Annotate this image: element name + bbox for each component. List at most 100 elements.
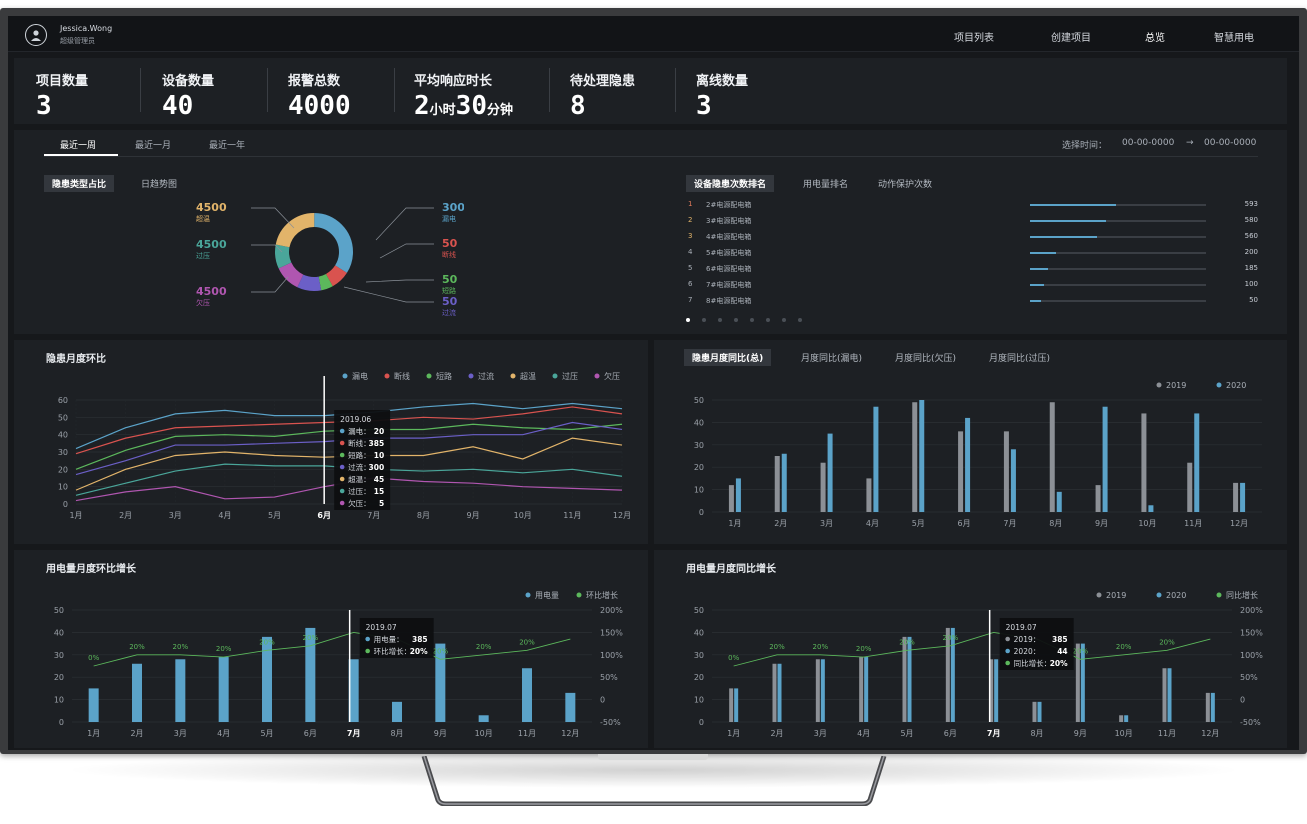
time-from[interactable]: 00-00-0000: [1122, 138, 1175, 148]
donut-slice: [275, 213, 353, 291]
pager-dot[interactable]: [782, 318, 786, 322]
x-tick-label: 6月: [304, 729, 317, 738]
x-tick-label: 5月: [260, 729, 273, 738]
tooltip-dot: [339, 488, 345, 494]
list-item[interactable]: 1 2#电源配电箱 593: [686, 200, 1266, 212]
tab-last-month[interactable]: 最近一月: [135, 141, 172, 151]
growth-line: [733, 631, 1211, 667]
pager-dot[interactable]: [718, 318, 722, 322]
rank-value: 200: [1244, 248, 1258, 256]
bar-用电量: [88, 688, 99, 722]
nav-smart-power[interactable]: 智慧用电: [1214, 33, 1254, 44]
tooltip-key: 同比增长：: [1014, 658, 1052, 668]
donut-leader-line: [251, 207, 295, 229]
device-name: 7#电源配电箱: [706, 281, 752, 289]
list-item[interactable]: 3 4#电源配电箱 560: [686, 232, 1266, 244]
donut-value-label: 300: [442, 201, 464, 214]
pager-dot[interactable]: [750, 318, 754, 322]
y-tick-label: 50: [694, 606, 704, 615]
pager-dot[interactable]: [766, 318, 770, 322]
x-tick-label: 10月: [514, 511, 532, 520]
tooltip-dot: [339, 428, 345, 434]
growth-data-label: 20%: [433, 647, 449, 655]
y-tick-label: 20: [694, 673, 704, 682]
list-item[interactable]: 7 8#电源配电箱 50: [686, 296, 1266, 308]
bar-用电量: [305, 627, 316, 722]
tooltip-value: 15: [374, 487, 384, 496]
tab-yoy-undervoltage[interactable]: 月度同比(欠压): [895, 354, 957, 364]
kpi-divider: [267, 68, 268, 112]
donut-leader-line: [251, 276, 289, 293]
kpi-projects: 项目数量 3: [36, 70, 88, 121]
tab-hazard-type-share[interactable]: 隐患类型占比: [44, 175, 115, 192]
top-bar: Jessica.Wong 超级管理员 项目列表 创建项目 总览 智慧用电: [8, 16, 1299, 52]
bar-2019: [815, 659, 820, 722]
tooltip-box: [334, 410, 391, 510]
y-tick-label: 30: [694, 651, 704, 660]
pager-dot[interactable]: [686, 318, 690, 322]
rank-bar-fill: [1030, 300, 1041, 302]
pager-dot[interactable]: [702, 318, 706, 322]
list-item[interactable]: 2 3#电源配电箱 580: [686, 216, 1266, 228]
x-tick-label: 8月: [1030, 729, 1043, 738]
tab-protect-count[interactable]: 动作保护次数: [878, 180, 933, 190]
tab-yoy-leakage[interactable]: 月度同比(漏电): [801, 354, 863, 364]
kpi-pending-hazards: 待处理隐患 8: [570, 70, 635, 121]
donut-leader-line: [375, 207, 434, 241]
x-tick-label: 10月: [1138, 519, 1156, 528]
legend-dot: [1156, 592, 1162, 598]
bar-2019: [1095, 485, 1101, 512]
x-tick-label: 4月: [217, 729, 230, 738]
bar-2019: [1233, 482, 1239, 512]
tab-daily-trend[interactable]: 日趋势图: [141, 180, 178, 190]
bar-2020: [735, 478, 741, 512]
time-to[interactable]: 00-00-0000: [1204, 138, 1257, 148]
tooltip-value: 44: [1057, 647, 1067, 656]
user-avatar-icon[interactable]: [25, 24, 47, 46]
pager-dot[interactable]: [734, 318, 738, 322]
x-tick-label: 3月: [820, 519, 833, 528]
bar-2019: [1187, 462, 1193, 512]
tab-last-year[interactable]: 最近一年: [209, 141, 246, 151]
tooltip-box: [359, 618, 434, 658]
x-tick-label: 3月: [174, 729, 187, 738]
bar-2020: [1037, 701, 1042, 722]
rank-number: 2: [688, 216, 693, 224]
tab-last-week[interactable]: 最近一周: [60, 141, 97, 151]
nav-project-list[interactable]: 项目列表: [954, 33, 994, 44]
x-tick-label: 8月: [390, 729, 403, 738]
device-rank-list: 1 2#电源配电箱 593 2 3#电源配电箱 580 3 4#电源配电箱 560 4 5#电源配电…: [686, 200, 1266, 310]
bar-2020: [781, 453, 787, 512]
y-tick-label: 10: [58, 483, 68, 492]
list-item[interactable]: 4 5#电源配电箱 200: [686, 248, 1266, 260]
tab-device-hazard-rank[interactable]: 设备隐患次数排名: [686, 175, 775, 192]
tab-yoy-overvoltage[interactable]: 月度同比(过压): [989, 354, 1051, 364]
tab-yoy-total[interactable]: 隐患月度同比(总): [684, 349, 772, 366]
list-item[interactable]: 6 7#电源配电箱 100: [686, 280, 1266, 292]
bar-2019: [989, 659, 994, 722]
legend-label: 2019: [1106, 591, 1126, 600]
hazard-overview-panel: 最近一周 最近一月 最近一年 选择时间： 00-00-0000 → 00-00-…: [14, 130, 1287, 334]
pager-dot[interactable]: [798, 318, 802, 322]
x-tick-label: 10月: [475, 729, 493, 738]
nav-overview[interactable]: 总览: [1145, 33, 1165, 44]
tab-power-rank[interactable]: 用电量排名: [803, 180, 849, 190]
y-tick-label: 50: [58, 413, 68, 422]
tooltip-dot: [339, 440, 345, 446]
x-tick-label: 2月: [130, 729, 143, 738]
donut-value-label: 4500: [196, 238, 227, 251]
tooltip-key: 断线：: [348, 438, 371, 448]
rank-bar-track: [1030, 284, 1206, 286]
y-tick-label: 10: [694, 486, 704, 495]
growth-data-label: 20%: [259, 638, 275, 646]
donut-slice: [275, 213, 353, 291]
x-tick-label: 6月: [317, 511, 331, 520]
tooltip-title: 2019.07: [1006, 623, 1037, 632]
list-item[interactable]: 5 6#电源配电箱 185: [686, 264, 1266, 276]
kpi-hours: 2: [414, 91, 430, 121]
bar-2019: [728, 485, 734, 512]
nav-create-project[interactable]: 创建项目: [1051, 33, 1091, 44]
bar-2019: [729, 688, 734, 722]
kpi-divider: [549, 68, 550, 112]
